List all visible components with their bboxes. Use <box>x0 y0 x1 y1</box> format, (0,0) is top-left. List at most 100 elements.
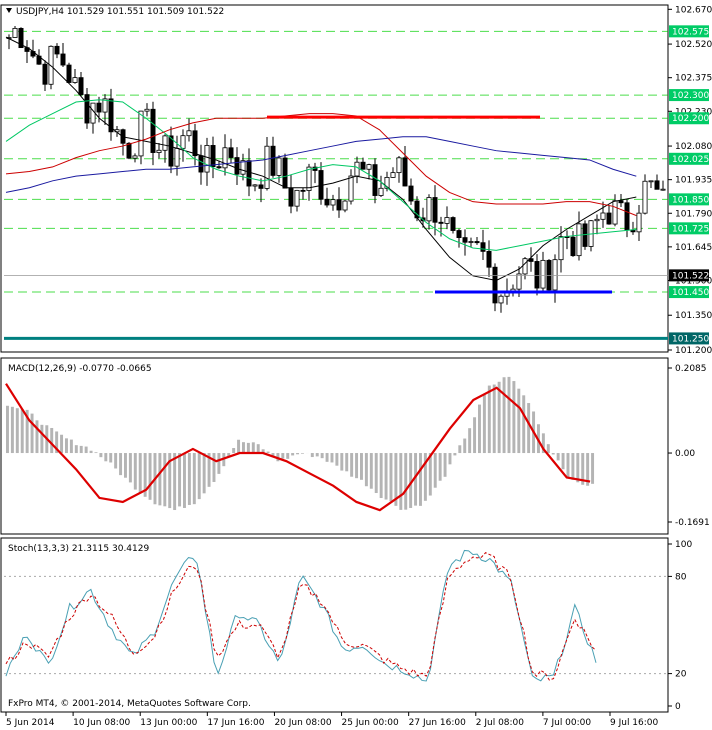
macd-bar <box>246 442 250 454</box>
macd-tick-label: 0.2085 <box>675 364 707 374</box>
level-tag <box>669 152 709 165</box>
candle-body <box>180 135 186 149</box>
macd-bar <box>40 424 44 454</box>
candle-body <box>42 63 48 85</box>
candle-body <box>342 200 348 211</box>
x-tick-label: 20 Jun 08:00 <box>274 718 331 728</box>
candle-body <box>234 157 240 175</box>
candle-body <box>618 200 624 204</box>
current-price-label: 101.522 <box>672 271 709 281</box>
candle-body <box>384 177 390 189</box>
level-tag-label: 101.450 <box>672 288 709 298</box>
price-tick-label: 101.500 <box>675 276 712 286</box>
macd-bar <box>183 453 186 508</box>
macd-bar <box>566 453 570 478</box>
x-tick-label: 25 Jun 00:00 <box>342 718 399 728</box>
chart-header: USDJPY,H4 101.529 101.551 101.509 101.52… <box>16 7 224 17</box>
candle-body <box>282 157 288 189</box>
level-tag-label: 102.025 <box>672 155 709 165</box>
macd-bar <box>453 453 457 456</box>
candle-body <box>186 130 192 137</box>
macd-bar <box>325 453 329 462</box>
candle-body <box>450 217 456 231</box>
macd-bar <box>492 384 496 454</box>
macd-bar <box>168 453 172 509</box>
stoch-tick-label: 20 <box>675 670 687 680</box>
macd-bar <box>94 452 98 454</box>
macd-bar <box>242 442 245 454</box>
ma-line-sma_mid <box>5 99 637 251</box>
macd-bar <box>256 444 260 454</box>
candle-body <box>540 259 546 289</box>
x-tick-label: 9 Jul 16:00 <box>610 718 659 728</box>
candle-body <box>84 94 90 124</box>
macd-bar <box>192 453 196 505</box>
macd-bar <box>335 453 339 466</box>
macd-bar <box>20 409 24 454</box>
macd-bar <box>143 453 147 497</box>
candle-body <box>498 295 504 304</box>
candle-body <box>168 135 174 167</box>
macd-bar <box>527 403 531 454</box>
level-tag <box>669 25 709 38</box>
macd-bar <box>522 395 526 454</box>
macd-bar <box>340 453 344 471</box>
candle-body <box>468 241 474 243</box>
macd-bar <box>507 376 511 454</box>
x-tick-label: 10 Jun 08:00 <box>73 718 130 728</box>
macd-bar <box>99 453 103 458</box>
x-tick-label: 7 Jul 00:00 <box>543 718 592 728</box>
candle-body <box>72 77 78 83</box>
macd-bar <box>301 453 304 454</box>
candle-body <box>162 135 168 151</box>
price-tick-label: 102.375 <box>675 74 712 84</box>
macd-bar <box>586 453 590 486</box>
macd-bar <box>128 453 132 483</box>
candle-body <box>66 64 72 83</box>
candle-body <box>300 189 306 192</box>
macd-bar <box>502 377 506 454</box>
candle-body <box>216 166 222 169</box>
candle-body <box>150 108 156 153</box>
macd-bar <box>591 453 595 484</box>
candle-body <box>480 242 486 252</box>
macd-bar <box>251 442 255 454</box>
macd-bar <box>310 453 314 458</box>
candle-body <box>330 199 336 206</box>
copyright-text: FxPro MT4, © 2001-2014, MetaQuotes Softw… <box>8 699 251 709</box>
stoch-tick-label: 100 <box>675 540 692 550</box>
candle-body <box>456 230 462 238</box>
candle-body <box>408 185 414 202</box>
macd-bar <box>291 453 295 456</box>
candle-body <box>534 261 540 289</box>
candle-body <box>144 108 150 112</box>
price-tick-label: 101.200 <box>675 346 712 356</box>
macd-bar <box>374 453 378 494</box>
macd-bar <box>438 453 442 481</box>
level-tag-label: 101.850 <box>672 195 709 205</box>
x-tick-label: 5 Jun 2014 <box>6 718 55 728</box>
level-tag-label: 102.300 <box>672 91 709 101</box>
level-tag <box>669 89 709 102</box>
candle-body <box>288 187 294 207</box>
candle-body <box>276 157 282 176</box>
macd-tick-label: -0.1691 <box>675 518 710 528</box>
macd-bar <box>399 453 403 510</box>
candle-body <box>264 145 270 189</box>
macd-bar <box>50 427 54 454</box>
macd-bar <box>546 444 550 454</box>
macd-bar <box>379 453 383 499</box>
candle-body <box>246 160 252 187</box>
candle-body <box>444 217 450 224</box>
stoch-line-signal <box>5 552 597 681</box>
macd-bar <box>448 453 452 465</box>
candle-body <box>108 98 114 133</box>
candle-body <box>396 157 402 174</box>
candle-body <box>126 142 132 159</box>
candle-body <box>270 145 276 176</box>
macd-bar <box>389 453 393 502</box>
candle-body <box>648 180 654 183</box>
macd-bar <box>320 453 324 459</box>
price-tick-label: 102.520 <box>675 40 712 50</box>
